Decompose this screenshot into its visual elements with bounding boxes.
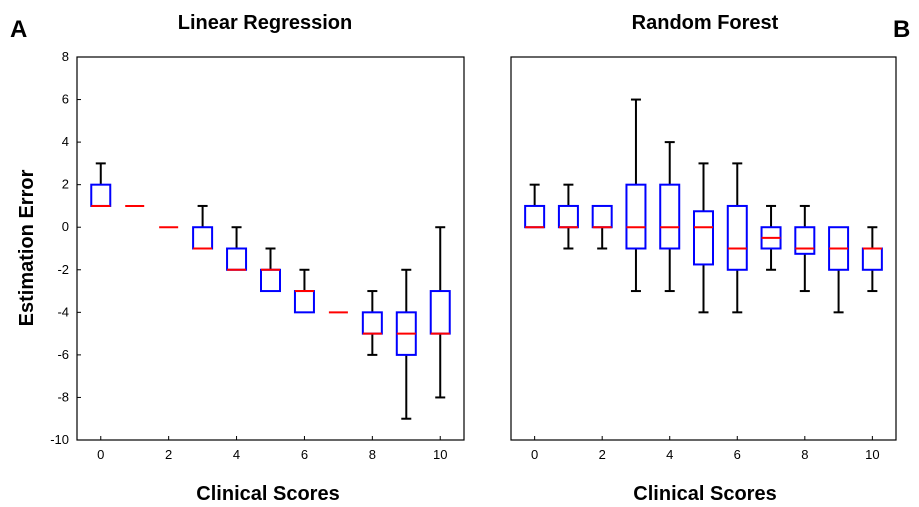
box-body [90,183,112,207]
right-box-5 [693,162,714,314]
left-x-tick-label: 2 [165,447,172,462]
right-x-tick-label: 8 [801,447,808,462]
right-box-10 [861,226,883,293]
left-x-tick-label: 6 [301,447,308,462]
left-box-0 [90,162,112,207]
box-body [361,311,383,335]
box-body [625,183,647,250]
box-body [557,204,579,229]
left-y-tick-label: 4 [62,134,69,149]
left-x-axis-label: Clinical Scores [196,483,339,505]
left-plot-frame [76,56,465,441]
box-body [524,204,546,229]
left-x-tick-label: 4 [233,447,240,462]
box-body [260,268,281,293]
left-y-tick-label: -4 [57,304,69,319]
right-box-0 [524,183,546,229]
left-plot-area: 8 6 4 2 0 -2 -4 -6 -8 -10 0 2 4 6 8 10 [50,49,465,462]
panel-label-b: B [893,16,910,43]
right-plot-area: 0 2 4 6 8 10 [510,56,897,462]
right-plot-frame [510,56,897,441]
right-box-9 [828,226,850,314]
left-y-axis-label: Estimation Error [16,169,38,326]
right-x-tick-label: 4 [666,447,673,462]
box-body [293,290,315,314]
box-body [861,247,883,271]
left-box-6 [293,268,315,314]
right-box-2 [591,204,613,250]
left-y-tick-label: -8 [57,389,69,404]
right-box-1 [557,183,579,250]
left-y-tick-label: -2 [57,262,69,277]
left-y-tick-label: 6 [62,92,69,107]
right-x-tick-label: 10 [865,447,879,462]
left-x-tick-label: 8 [369,447,376,462]
left-box-4 [226,226,248,271]
left-y-tick-label: 8 [62,49,69,64]
box-body [192,226,214,250]
left-box-10 [429,226,451,399]
left-box-5 [260,247,281,293]
right-x-tick-label: 6 [734,447,741,462]
right-box-6 [726,162,748,314]
box-body [226,247,248,271]
right-box-7 [760,204,782,271]
box-body [726,204,748,271]
left-x-tick-label: 10 [433,447,447,462]
box-body [794,226,816,255]
right-x-axis-label: Clinical Scores [633,483,776,505]
box-body [591,204,613,229]
box-body [693,210,714,266]
box-body [429,290,451,335]
left-box-8 [361,290,383,356]
right-box-3 [625,98,647,293]
right-x-tick-label: 0 [531,447,538,462]
left-box-3 [192,204,214,250]
left-y-tick-label: -6 [57,347,69,362]
left-box-9 [395,268,417,420]
left-y-tick-label: -10 [50,432,69,447]
left-y-tick-label: 2 [62,177,69,192]
left-x-tick-label: 0 [97,447,104,462]
right-chart-title: Random Forest [632,12,779,34]
left-chart-title: Linear Regression [178,12,353,34]
box-body [659,183,681,250]
right-x-tick-label: 2 [599,447,606,462]
left-y-tick-label: 0 [62,219,69,234]
panel-label-a: A [10,16,27,43]
right-box-4 [659,141,681,293]
right-box-8 [794,204,816,293]
